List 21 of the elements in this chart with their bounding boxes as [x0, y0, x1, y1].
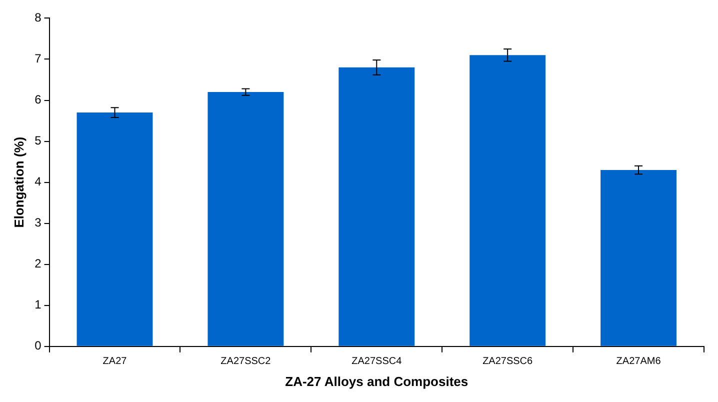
x-tick-label: ZA27 [102, 356, 128, 368]
x-tick-label: ZA27SSC4 [352, 356, 402, 368]
bar [338, 67, 415, 346]
y-tick-label: 5 [34, 134, 42, 148]
y-tick-label: 4 [34, 174, 42, 189]
y-tick-label: 2 [34, 256, 42, 271]
y-tick-label: 8 [34, 10, 42, 25]
x-tick-label: ZA27AM6 [616, 356, 662, 368]
y-tick-label: 6 [34, 92, 42, 107]
y-tick-label: 3 [34, 216, 42, 230]
y-axis-title: Elongation (%) [11, 136, 26, 228]
y-tick-label: 1 [34, 298, 42, 312]
bar [208, 92, 284, 346]
x-tick-label: ZA27SSC6 [482, 356, 534, 368]
y-tick-label: 7 [34, 52, 42, 66]
bar [600, 170, 676, 346]
y-tick-label: 0 [34, 338, 42, 353]
bar [470, 55, 546, 346]
bar [76, 112, 153, 346]
x-tick-label: ZA27SSC2 [220, 356, 272, 368]
x-axis-title: ZA-27 Alloys and Composites [285, 374, 468, 389]
